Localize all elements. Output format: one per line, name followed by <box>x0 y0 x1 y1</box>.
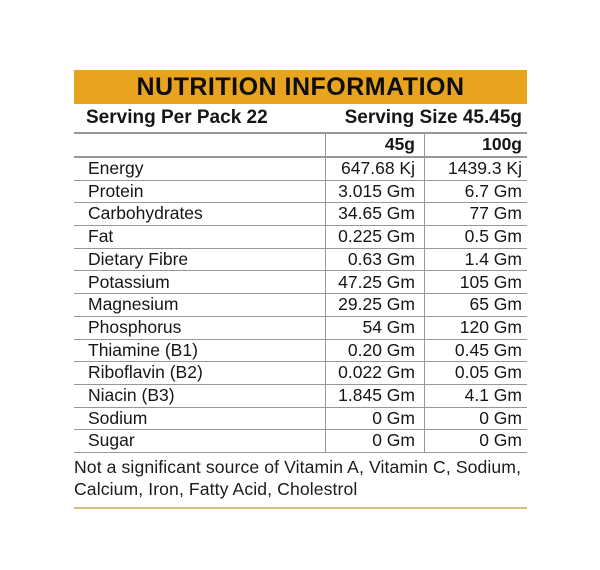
value-100g: 4.1 Gm <box>424 384 527 407</box>
value-45g: 47.25 Gm <box>325 271 424 294</box>
value-100g: 0.05 Gm <box>424 362 527 384</box>
row-label: Sugar <box>88 430 135 451</box>
table-row: Phosphorus 54 Gm 120 Gm <box>74 316 527 340</box>
header-blank-cell <box>74 134 325 156</box>
footnote: Not a significant source of Vitamin A, V… <box>74 456 527 509</box>
page-title: NUTRITION INFORMATION <box>136 72 465 101</box>
table-row: Niacin (B3) 1.845 Gm 4.1 Gm <box>74 384 527 408</box>
nutrition-label: NUTRITION INFORMATION Serving Per Pack 2… <box>74 70 527 509</box>
row-label: Fat <box>88 226 114 247</box>
table-row: Thiamine (B1) 0.20 Gm 0.45 Gm <box>74 339 527 363</box>
row-label: Protein <box>88 180 144 201</box>
row-label: Magnesium <box>88 294 179 315</box>
serving-per-pack: Serving Per Pack 22 <box>86 107 268 128</box>
table-body: Energy 647.68 Kj 1439.3 Kj Protein 3.015 Gm 6… <box>74 158 527 453</box>
value-100g: 120 Gm <box>424 316 527 339</box>
value-100g: 1.4 Gm <box>424 248 527 271</box>
value-45g: 3.015 Gm <box>325 180 424 203</box>
title-banner: NUTRITION INFORMATION <box>74 70 527 104</box>
row-label: Riboflavin (B2) <box>88 362 203 383</box>
table-header-row: 45g 100g <box>74 134 527 158</box>
table-row: Dietary Fibre 0.63 Gm 1.4 Gm <box>74 248 527 272</box>
value-45g: 54 Gm <box>325 316 424 339</box>
value-45g: 0.63 Gm <box>325 248 424 271</box>
value-100g: 0 Gm <box>424 407 527 430</box>
row-label: Thiamine (B1) <box>88 339 198 360</box>
value-45g: 0.20 Gm <box>325 339 424 362</box>
value-100g: 0.5 Gm <box>424 226 527 248</box>
value-45g: 34.65 Gm <box>325 203 424 226</box>
row-label: Potassium <box>88 271 170 292</box>
row-label: Carbohydrates <box>88 203 203 224</box>
table-row: Sugar 0 Gm 0 Gm <box>74 430 527 453</box>
serving-info-row: Serving Per Pack 22 Serving Size 45.45g <box>74 104 527 134</box>
table-row: Protein 3.015 Gm 6.7 Gm <box>74 180 527 204</box>
table-row: Energy 647.68 Kj 1439.3 Kj <box>74 158 527 181</box>
column-header-100g: 100g <box>424 134 527 156</box>
table-row: Riboflavin (B2) 0.022 Gm 0.05 Gm <box>74 362 527 385</box>
value-45g: 29.25 Gm <box>325 294 424 316</box>
row-label: Dietary Fibre <box>88 248 189 269</box>
value-100g: 1439.3 Kj <box>424 158 527 180</box>
table-row: Magnesium 29.25 Gm 65 Gm <box>74 294 527 317</box>
row-label: Niacin (B3) <box>88 384 175 405</box>
value-100g: 65 Gm <box>424 294 527 316</box>
value-45g: 0 Gm <box>325 407 424 430</box>
value-45g: 1.845 Gm <box>325 384 424 407</box>
row-label: Phosphorus <box>88 316 182 337</box>
value-45g: 0.022 Gm <box>325 362 424 384</box>
value-45g: 647.68 Kj <box>325 158 424 180</box>
serving-size: Serving Size 45.45g <box>344 107 522 128</box>
value-45g: 0.225 Gm <box>325 226 424 248</box>
table-row: Carbohydrates 34.65 Gm 77 Gm <box>74 203 527 227</box>
nutrition-table: 45g 100g Energy 647.68 Kj 1439.3 Kj Protein… <box>74 134 527 453</box>
table-row: Fat 0.225 Gm 0.5 Gm <box>74 226 527 249</box>
value-100g: 0 Gm <box>424 430 527 452</box>
value-45g: 0 Gm <box>325 430 424 452</box>
value-100g: 77 Gm <box>424 203 527 226</box>
table-row: Potassium 47.25 Gm 105 Gm <box>74 271 527 295</box>
value-100g: 6.7 Gm <box>424 180 527 203</box>
table-row: Sodium 0 Gm 0 Gm <box>74 407 527 431</box>
column-header-45g: 45g <box>325 134 424 156</box>
value-100g: 0.45 Gm <box>424 339 527 362</box>
row-label: Sodium <box>88 407 148 428</box>
row-label: Energy <box>88 158 144 179</box>
value-100g: 105 Gm <box>424 271 527 294</box>
